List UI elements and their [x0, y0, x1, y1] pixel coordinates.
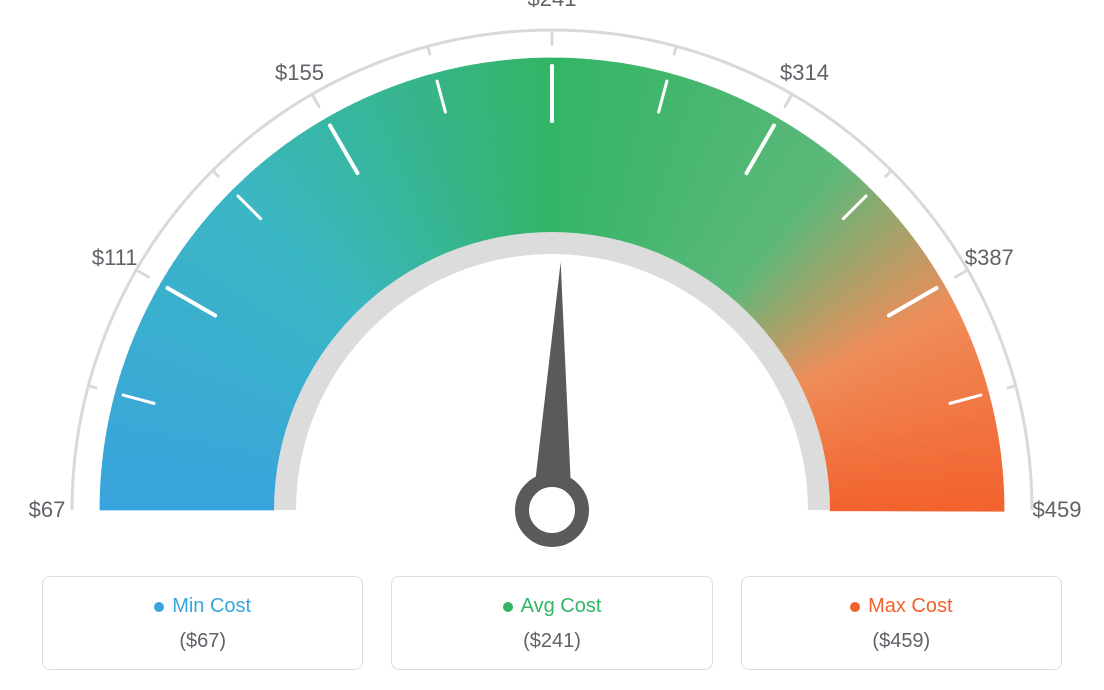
gauge-tick-label: $459: [1033, 497, 1082, 523]
min-cost-label-row: Min Cost: [154, 595, 251, 618]
gauge-tick-label: $111: [92, 245, 138, 271]
legend-boxes: Min Cost ($67) Avg Cost ($241) Max Cost …: [42, 576, 1062, 670]
gauge-tick-label: $241: [528, 0, 577, 12]
min-cost-dot: [154, 602, 164, 612]
max-cost-label: Max Cost: [868, 595, 952, 618]
max-cost-dot: [850, 602, 860, 612]
avg-cost-label: Avg Cost: [521, 595, 602, 618]
cost-gauge-infographic: $67 $111 $155 $241 $314 $387 $459 Min Cost ($6…: [0, 0, 1104, 690]
max-cost-box: Max Cost ($459): [741, 576, 1062, 670]
gauge-area: $67 $111 $155 $241 $314 $387 $459: [0, 0, 1104, 560]
avg-cost-box: Avg Cost ($241): [391, 576, 712, 670]
gauge-tick-label: $67: [29, 497, 66, 523]
gauge-tick-label: $155: [275, 60, 324, 86]
avg-cost-label-row: Avg Cost: [503, 595, 602, 618]
min-cost-label: Min Cost: [172, 595, 251, 618]
avg-cost-dot: [503, 602, 513, 612]
gauge-tick-label: $387: [965, 245, 1014, 271]
min-cost-box: Min Cost ($67): [42, 576, 363, 670]
avg-cost-value: ($241): [402, 630, 701, 653]
min-cost-value: ($67): [53, 630, 352, 653]
gauge-svg: [0, 0, 1104, 560]
gauge-tick-label: $314: [780, 60, 829, 86]
max-cost-label-row: Max Cost: [850, 595, 952, 618]
max-cost-value: ($459): [752, 630, 1051, 653]
